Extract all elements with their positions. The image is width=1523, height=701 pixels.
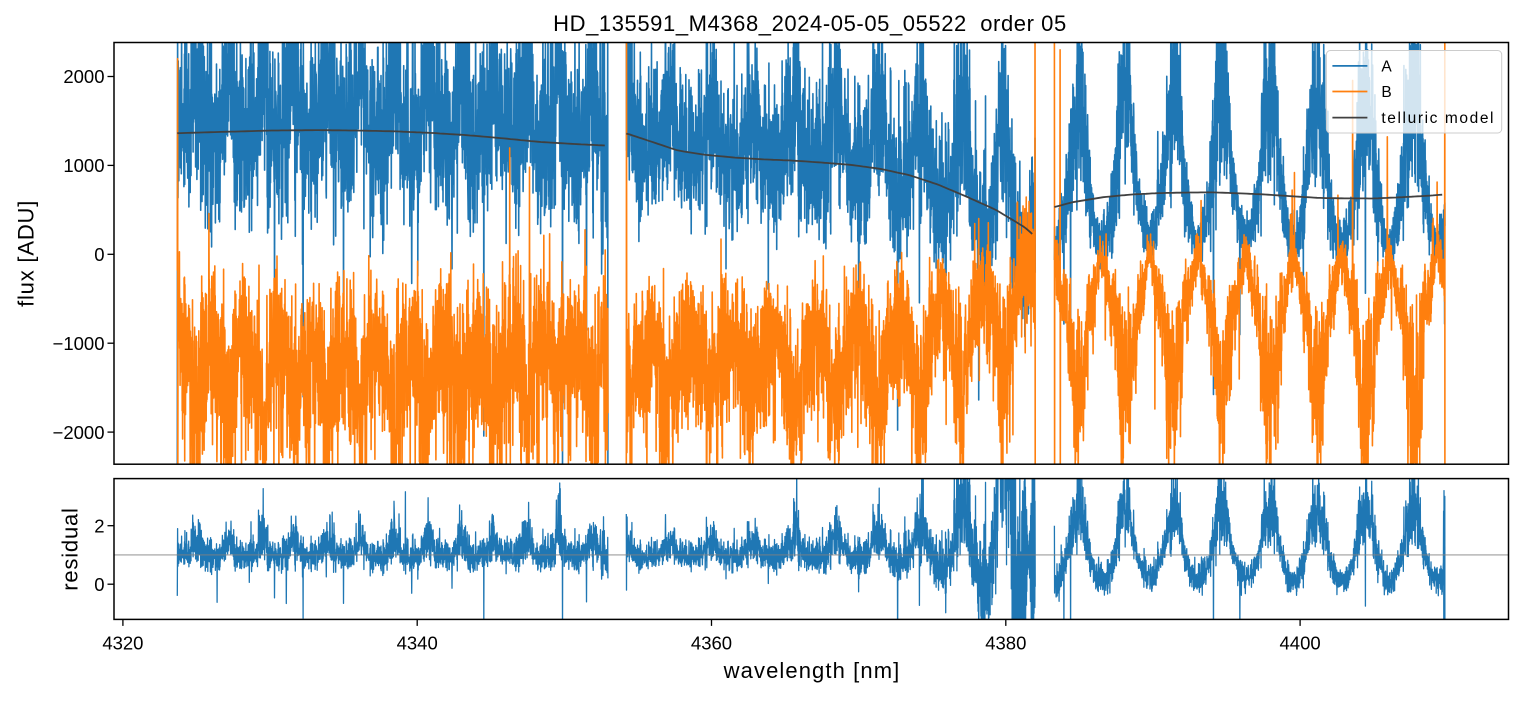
svg-text:residual: residual — [58, 507, 83, 590]
svg-text:flux [ADU]: flux [ADU] — [14, 200, 39, 307]
svg-text:B: B — [1381, 84, 1391, 101]
svg-text:HD_135591_M4368_2024-05-05_055: HD_135591_M4368_2024-05-05_05522 order 0… — [553, 11, 1067, 36]
svg-text:2000: 2000 — [63, 66, 104, 87]
svg-text:1000: 1000 — [63, 155, 104, 176]
svg-text:2: 2 — [94, 515, 104, 536]
svg-text:4320: 4320 — [102, 633, 143, 654]
svg-text:4360: 4360 — [691, 633, 732, 654]
svg-text:telluric model: telluric model — [1381, 110, 1495, 127]
svg-text:4380: 4380 — [985, 633, 1026, 654]
svg-text:−2000: −2000 — [53, 422, 105, 443]
svg-text:−1000: −1000 — [53, 333, 105, 354]
svg-text:4400: 4400 — [1280, 633, 1321, 654]
svg-text:4340: 4340 — [397, 633, 438, 654]
svg-text:0: 0 — [94, 574, 104, 595]
svg-text:0: 0 — [94, 244, 104, 265]
svg-text:A: A — [1381, 58, 1392, 75]
svg-text:wavelength [nm]: wavelength [nm] — [723, 658, 901, 683]
